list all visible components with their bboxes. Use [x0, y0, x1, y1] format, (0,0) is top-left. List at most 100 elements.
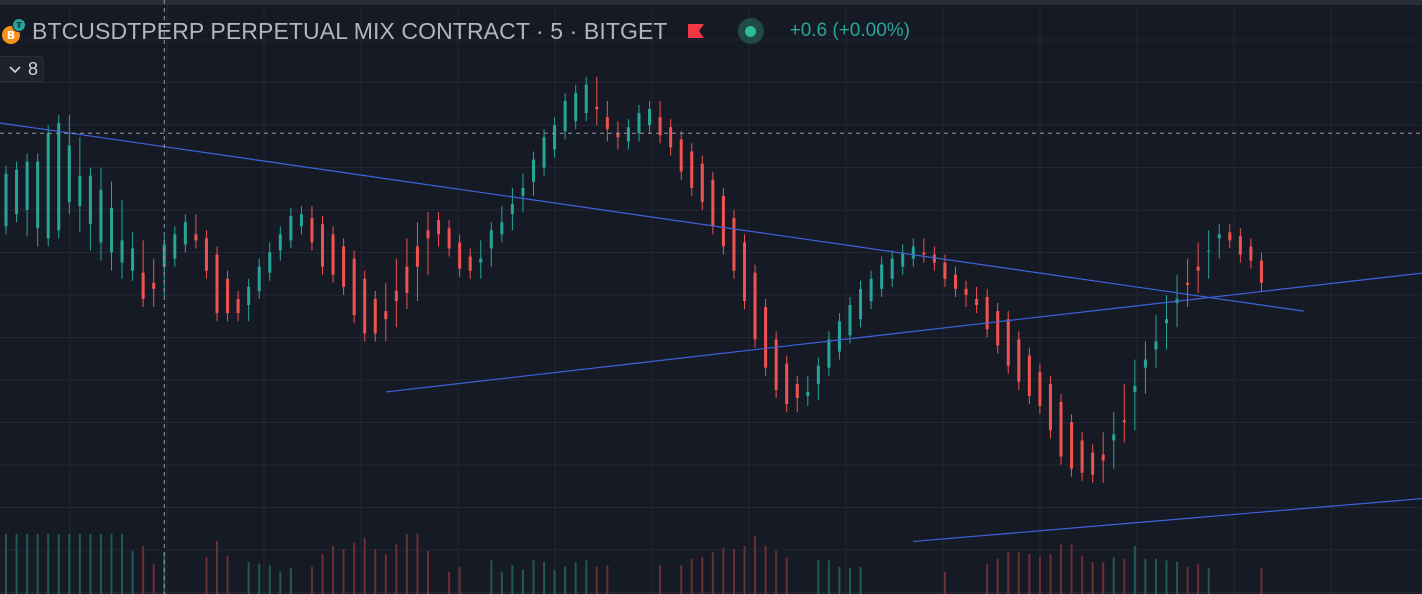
- candle-body: [1228, 232, 1232, 241]
- volume-bar: [574, 562, 577, 594]
- volume-bar: [543, 562, 546, 594]
- indicator-count: 8: [28, 58, 39, 79]
- volume-bar: [427, 550, 429, 594]
- indicators-toggle-button[interactable]: 8: [0, 56, 44, 82]
- candle-body: [141, 272, 145, 299]
- candle-body: [975, 298, 979, 306]
- volume-bar: [226, 555, 229, 594]
- volume-bar: [817, 560, 820, 594]
- volume-bar: [585, 560, 588, 594]
- candle-body: [88, 175, 92, 225]
- volume-bar: [849, 568, 851, 594]
- candle-body: [985, 296, 989, 330]
- volume-bar: [68, 534, 71, 594]
- volume-bar: [1123, 558, 1126, 594]
- volume-bar: [659, 565, 662, 594]
- candle-body: [837, 321, 841, 352]
- volume-bar: [943, 571, 946, 594]
- volume-bar: [1060, 544, 1062, 594]
- flag-icon[interactable]: [686, 21, 706, 41]
- candle-body: [426, 230, 430, 239]
- volume-bar: [732, 549, 735, 594]
- volume-bar: [448, 571, 451, 594]
- candle-body: [46, 133, 50, 239]
- volume-bar: [1144, 558, 1147, 594]
- volume-bar: [606, 565, 609, 594]
- candle-body: [1038, 371, 1042, 407]
- candle-body: [1186, 282, 1190, 285]
- volume-bar: [511, 565, 514, 594]
- volume-bar: [1133, 546, 1136, 594]
- candle-body: [795, 383, 799, 398]
- candle-body: [1238, 236, 1242, 255]
- candle-body: [521, 187, 525, 196]
- volume-bar: [1038, 557, 1041, 594]
- volume-bar: [1207, 568, 1210, 594]
- candle-body: [932, 254, 936, 263]
- volume-bar: [163, 552, 166, 594]
- candle-body: [626, 127, 630, 142]
- candle-body: [1122, 420, 1126, 423]
- candle-body: [352, 258, 356, 316]
- volume-bar: [416, 534, 419, 594]
- volume-bar: [775, 550, 778, 594]
- candle-body: [679, 139, 683, 172]
- volume-bar: [1070, 544, 1073, 594]
- candle-body: [711, 179, 715, 227]
- volume-bar: [827, 560, 830, 594]
- candle-body: [384, 311, 388, 320]
- candle-body: [363, 278, 367, 334]
- market-status-icon[interactable]: [737, 18, 764, 44]
- candle-body: [669, 127, 673, 148]
- candle-body: [278, 234, 282, 251]
- candle-body: [99, 189, 103, 243]
- volume-bar: [1176, 562, 1179, 594]
- candle-body: [532, 159, 535, 182]
- candle-body: [721, 195, 725, 247]
- volume-bar: [680, 565, 683, 594]
- candle-body: [616, 133, 620, 138]
- candle-body: [648, 109, 652, 126]
- candle-body: [299, 214, 303, 227]
- candle-body: [574, 92, 578, 122]
- candle-body: [658, 117, 662, 136]
- candle-body: [700, 163, 704, 202]
- volume-bar: [701, 557, 704, 594]
- volume-bar: [564, 566, 567, 594]
- legend-row: B ₮ BTCUSDTPERP PERPETUAL MIX CONTRACT ·…: [2, 16, 910, 46]
- volume-bar: [764, 546, 767, 594]
- candle-body: [1217, 234, 1221, 239]
- volume-bar: [89, 534, 92, 594]
- candle-body: [215, 254, 219, 314]
- candle-body: [1059, 402, 1063, 457]
- volume-bar: [1007, 552, 1010, 594]
- candle-body: [553, 125, 557, 150]
- volume-bar: [1186, 566, 1189, 594]
- candle-body: [743, 242, 746, 301]
- volume-bar: [595, 566, 598, 594]
- volume-bar: [785, 557, 788, 594]
- candle-body: [458, 242, 462, 269]
- volume-bar: [1112, 557, 1115, 594]
- candle-body: [331, 234, 335, 275]
- candle-body: [922, 252, 926, 255]
- bitcoin-icon: B ₮: [2, 18, 26, 44]
- candle-body: [774, 339, 778, 390]
- symbol-title[interactable]: BTCUSDTPERP PERPETUAL MIX CONTRACT · 5 ·…: [32, 17, 668, 44]
- candle-body: [468, 256, 472, 271]
- candle-body: [1165, 319, 1168, 324]
- volume-bar: [384, 554, 387, 594]
- volume-bar: [15, 534, 18, 594]
- candle-body: [25, 161, 29, 211]
- candle-body: [36, 161, 40, 229]
- volume-bar: [5, 534, 7, 594]
- candle-body: [1259, 260, 1263, 283]
- volume-bar: [1091, 562, 1094, 594]
- volume-bar: [1017, 552, 1020, 594]
- volume-bar: [142, 546, 145, 594]
- candle-body: [1006, 319, 1010, 366]
- candle-body: [500, 222, 504, 235]
- candle-body: [394, 290, 398, 301]
